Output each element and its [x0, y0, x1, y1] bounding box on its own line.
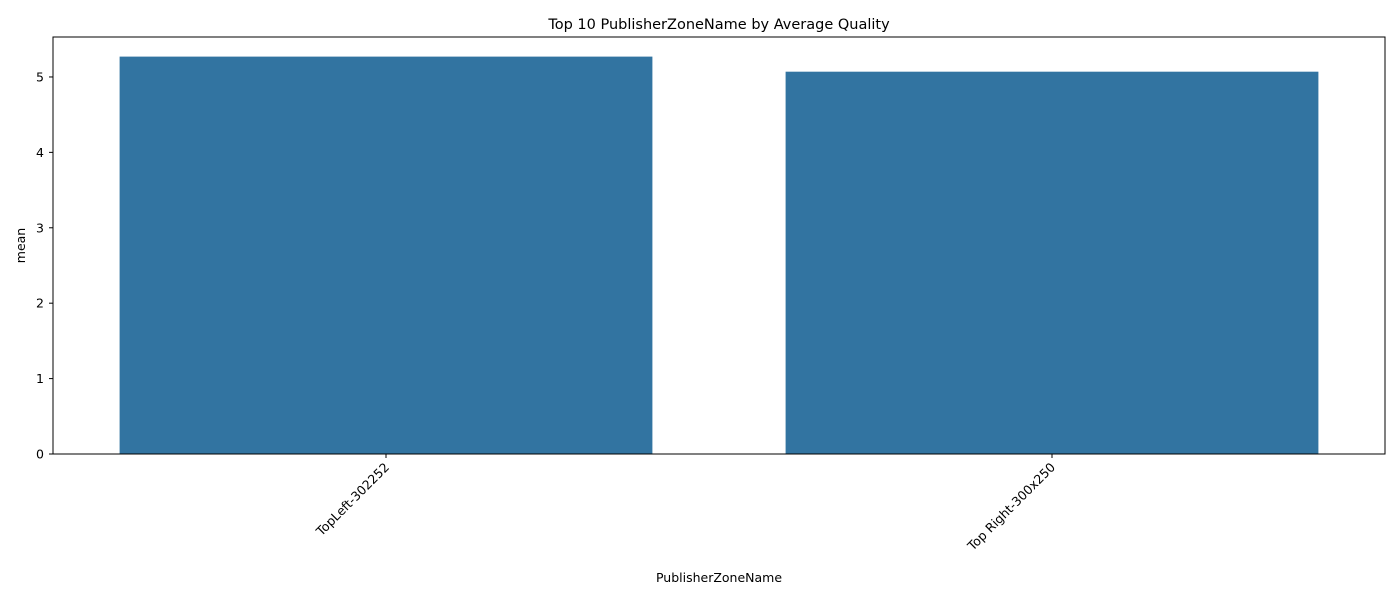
y-tick-label: 5	[36, 69, 44, 84]
y-axis: 0 1 2 3 4 5	[36, 69, 53, 462]
y-tick-label: 1	[36, 371, 44, 386]
x-axis: TopLeft-302252 Top Right-300x250	[312, 454, 1058, 554]
y-tick-label: 2	[36, 296, 44, 311]
bar	[785, 71, 1319, 454]
bar	[119, 56, 653, 455]
chart-title: Top 10 PublisherZoneName by Average Qual…	[547, 17, 890, 33]
y-tick-label: 0	[36, 447, 44, 462]
x-axis-label: PublisherZoneName	[656, 570, 782, 585]
x-tick-label: Top Right-300x250	[964, 459, 1059, 554]
bars-layer	[119, 56, 1319, 455]
plot-frame	[52, 36, 1386, 455]
y-tick-label: 3	[36, 220, 44, 235]
y-axis-label: mean	[13, 228, 28, 263]
x-tick-label: TopLeft-302252	[312, 460, 392, 540]
y-tick-label: 4	[36, 145, 44, 160]
